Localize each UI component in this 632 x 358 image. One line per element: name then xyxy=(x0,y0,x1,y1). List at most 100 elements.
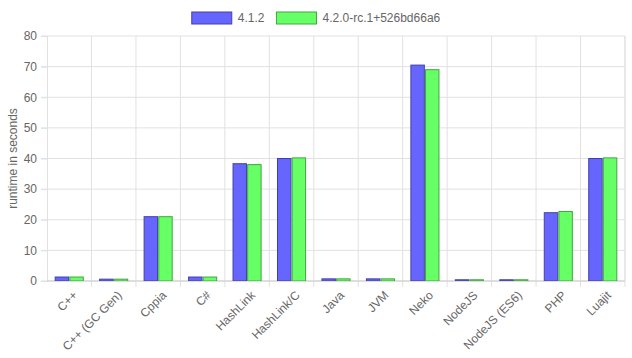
bar xyxy=(233,164,246,281)
y-grid-line xyxy=(41,97,625,98)
x-grid-line xyxy=(625,36,626,287)
bar xyxy=(100,279,113,281)
y-tick-mark xyxy=(41,67,47,68)
bar xyxy=(559,211,572,281)
x-grid-line xyxy=(402,36,403,287)
x-tick-label: HashLink xyxy=(213,287,259,333)
bar xyxy=(381,279,394,281)
y-tick-mark xyxy=(41,250,47,251)
y-tick-mark xyxy=(41,220,47,221)
bar xyxy=(159,217,172,281)
x-grid-line xyxy=(180,36,181,287)
plot: 01020304050607080C++C++ (GC Gen)CppiaC#H… xyxy=(24,29,625,353)
y-tick-label: 70 xyxy=(24,60,38,74)
y-tick-label: 40 xyxy=(24,152,38,166)
x-grid-line xyxy=(269,36,270,287)
series xyxy=(70,70,617,281)
bar xyxy=(322,279,335,281)
y-tick-mark xyxy=(41,128,47,129)
y-tick: 70 xyxy=(24,60,47,74)
y-grid-line xyxy=(41,158,625,159)
legend-swatch xyxy=(192,12,232,24)
x-tick-label: C++ (GC Gen) xyxy=(60,288,125,353)
x-tick-label: Java xyxy=(319,288,347,316)
y-tick-mark xyxy=(41,189,47,190)
x-grid-line xyxy=(135,36,136,287)
y-tick: 10 xyxy=(24,244,47,258)
x-grid-line xyxy=(580,36,581,287)
legend-item: 4.2.0-rc.1+526bd66a6 xyxy=(276,11,440,25)
y-axis: 0 10 20 30 40 50 60 70 80 xyxy=(24,29,48,288)
x-grid-line xyxy=(536,36,537,287)
grid xyxy=(41,36,625,287)
bar xyxy=(144,217,157,281)
y-tick-mark xyxy=(41,159,47,160)
legend-item: 4.1.2 xyxy=(192,11,265,25)
y-axis-line xyxy=(41,37,48,282)
legend-label: 4.2.0-rc.1+526bd66a6 xyxy=(322,11,440,25)
bar xyxy=(337,279,350,281)
y-grid-line xyxy=(41,189,625,190)
x-tick-label: Cppia xyxy=(137,288,169,320)
x-grid-line xyxy=(491,36,492,287)
x-grid-line xyxy=(358,36,359,287)
y-tick-mark xyxy=(41,97,47,98)
x-tick-label: NodeJS xyxy=(440,288,480,328)
bar xyxy=(70,277,83,281)
y-tick-label: 80 xyxy=(24,29,38,43)
bar xyxy=(55,277,68,281)
series xyxy=(55,65,602,281)
x-grid-line xyxy=(224,36,225,287)
x-tick-label: JVM xyxy=(365,288,392,315)
plot-edge xyxy=(625,36,626,281)
bar xyxy=(500,280,513,281)
bar xyxy=(292,158,305,281)
bar xyxy=(248,165,261,281)
y-tick-label: 30 xyxy=(24,182,38,196)
y-axis-title: runtime in seconds xyxy=(6,108,20,209)
bar xyxy=(455,280,468,281)
y-tick-label: 60 xyxy=(24,91,38,105)
y-tick-label: 10 xyxy=(24,244,38,258)
bar xyxy=(470,280,483,281)
x-grid-line xyxy=(91,36,92,287)
y-tick-label: 0 xyxy=(30,274,37,288)
y-tick: 0 xyxy=(30,274,47,288)
bar xyxy=(366,279,379,281)
chart: 01020304050607080C++C++ (GC Gen)CppiaC#H… xyxy=(0,0,632,358)
y-tick: 50 xyxy=(24,121,47,135)
legend: 4.1.2 4.2.0-rc.1+526bd66a6 xyxy=(192,11,441,25)
bars xyxy=(55,65,617,281)
bar xyxy=(189,277,202,281)
bar xyxy=(411,65,424,281)
y-tick-label: 50 xyxy=(24,121,38,135)
y-grid-line xyxy=(41,250,625,251)
x-tick-label: Neko xyxy=(406,288,436,318)
y-tick: 30 xyxy=(24,182,47,196)
bar xyxy=(544,213,557,281)
y-tick-mark xyxy=(41,281,47,282)
x-tick-label: HashLink/C xyxy=(249,288,303,342)
y-grid-line xyxy=(41,127,625,128)
y-tick: 40 xyxy=(24,152,47,166)
y-tick-mark xyxy=(41,36,47,37)
bar xyxy=(277,159,290,282)
y-grid-line xyxy=(41,219,625,220)
x-grid-line xyxy=(447,36,448,287)
y-tick: 60 xyxy=(24,91,47,105)
y-grid-line xyxy=(41,36,625,37)
bar xyxy=(589,159,602,282)
y-tick: 20 xyxy=(24,213,47,227)
y-tick-label: 20 xyxy=(24,213,38,227)
x-grid-line xyxy=(313,36,314,287)
x-tick-label: NodeJS (ES6) xyxy=(461,288,525,352)
x-axis: C++C++ (GC Gen)CppiaC#HashLinkHashLink/C… xyxy=(54,287,614,353)
x-tick-label: C++ xyxy=(54,288,80,314)
bar xyxy=(203,277,216,281)
legend-label: 4.1.2 xyxy=(238,11,265,25)
bar xyxy=(514,280,527,281)
x-tick-label: Luajit xyxy=(584,288,615,319)
bar xyxy=(114,279,127,281)
x-tick-label: PHP xyxy=(542,288,569,315)
legend-swatch xyxy=(276,12,316,24)
